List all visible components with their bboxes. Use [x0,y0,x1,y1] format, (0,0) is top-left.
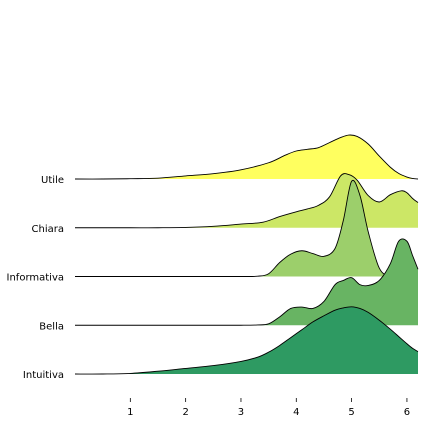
ridge-area-chiara [75,173,418,228]
y-label-informativa: Informativa [7,273,64,284]
ridge-outline-chiara [74,173,419,229]
y-label-bella: Bella [39,321,64,332]
ridge-utile [74,134,419,180]
ridge-layer [74,134,419,375]
x-tick-label-2: 2 [182,407,188,418]
ridge-outline-utile [74,134,419,180]
ridge-chiara [74,173,419,229]
y-label-utile: Utile [41,175,64,186]
x-tick-label-4: 4 [293,407,299,418]
ridge-area-utile [75,134,418,180]
ridge-intuitiva [74,306,419,375]
y-axis-labels: Utile Chiara Informativa Bella Intuitiva [7,175,64,381]
x-axis: 1 2 3 4 5 6 [127,398,410,418]
x-tick-label-6: 6 [404,407,410,418]
ridge-bella [75,238,419,326]
ridge-area-bella [75,238,418,326]
ridge-area-intuitiva [75,306,418,375]
ridge-outline-intuitiva [74,306,419,375]
x-tick-label-5: 5 [348,407,354,418]
ridge-outline-bella [75,238,419,326]
y-label-intuitiva: Intuitiva [23,370,64,381]
y-label-chiara: Chiara [32,224,64,235]
x-tick-label-1: 1 [127,407,133,418]
ridge-area-informativa [75,180,418,278]
x-tick-label-3: 3 [238,407,244,418]
